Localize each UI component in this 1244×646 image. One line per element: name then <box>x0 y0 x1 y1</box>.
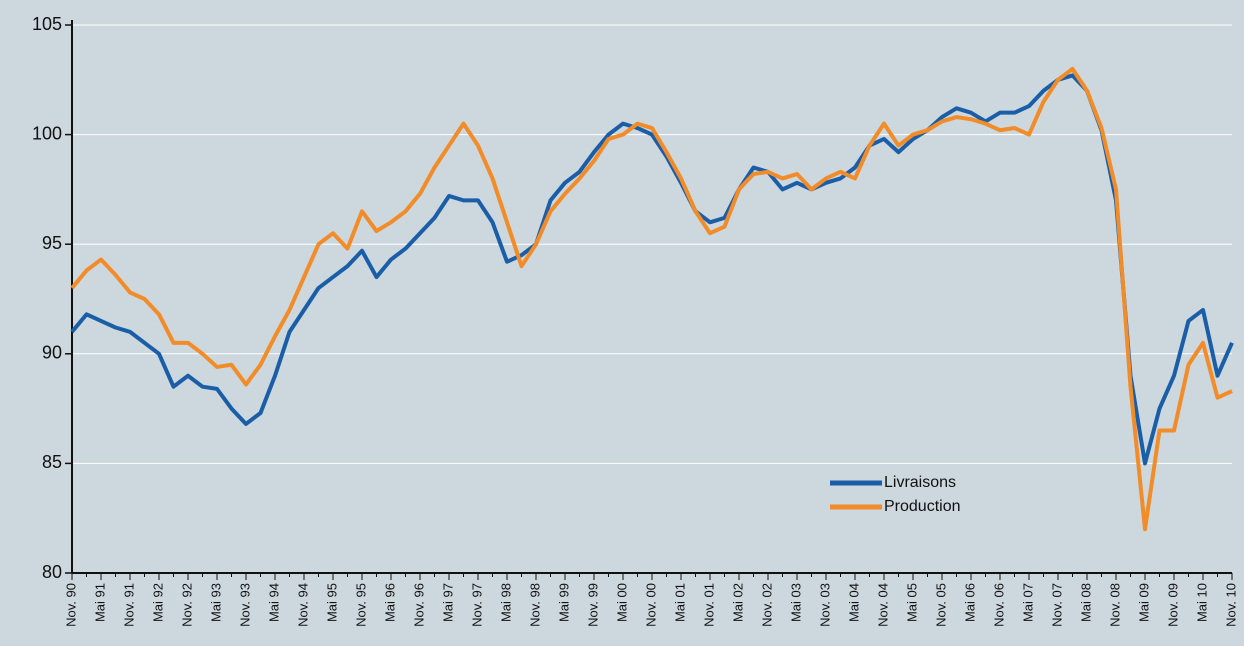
x-tick-label: Mai 08 <box>1078 583 1093 622</box>
y-tick-label: 80 <box>42 562 62 582</box>
x-tick-label: Nov. 95 <box>353 583 368 627</box>
x-tick-label: Nov. 06 <box>991 583 1006 627</box>
x-tick-label: Mai 01 <box>672 583 687 622</box>
x-tick-label: Nov. 09 <box>1165 583 1180 627</box>
y-tick-label: 85 <box>42 452 62 472</box>
y-tick-label: 95 <box>42 233 62 253</box>
x-tick-label: Nov. 10 <box>1223 583 1238 627</box>
x-tick-label: Mai 05 <box>904 583 919 622</box>
x-tick-label: Mai 97 <box>440 583 455 622</box>
x-tick-label: Mai 00 <box>614 583 629 622</box>
x-tick-label: Nov. 08 <box>1107 583 1122 627</box>
x-tick-label: Nov. 97 <box>469 583 484 627</box>
data-line <box>70 73 1234 466</box>
legend-label: Production <box>884 498 961 515</box>
x-tick-label: Mai 95 <box>324 583 339 622</box>
x-tick-label: Nov. 03 <box>817 583 832 627</box>
x-tick-label: Mai 09 <box>1136 583 1151 622</box>
x-tick-label: Nov. 92 <box>179 583 194 627</box>
x-tick-label: Nov. 93 <box>237 583 252 627</box>
x-tick-label: Nov. 00 <box>643 583 658 627</box>
y-tick-label: 100 <box>32 123 62 143</box>
x-tick-label: Mai 98 <box>498 583 513 622</box>
x-tick-label: Mai 93 <box>208 583 223 622</box>
x-tick-label: Nov. 94 <box>295 583 310 627</box>
x-tick-label: Nov. 99 <box>585 583 600 627</box>
x-tick-label: Mai 06 <box>962 583 977 622</box>
legend-label: Livraisons <box>884 474 956 491</box>
x-tick-label: Mai 02 <box>730 583 745 622</box>
x-tick-label: Nov. 04 <box>875 583 890 627</box>
x-tick-label: Mai 96 <box>382 583 397 622</box>
x-tick-label: Nov. 07 <box>1049 583 1064 627</box>
x-tick-label: Nov. 90 <box>63 583 78 627</box>
y-tick-label: 105 <box>32 14 62 34</box>
x-tick-label: Nov. 98 <box>527 583 542 627</box>
x-tick-label: Mai 03 <box>788 583 803 622</box>
x-tick-label: Mai 07 <box>1020 583 1035 622</box>
x-tick-label: Nov. 02 <box>759 583 774 627</box>
x-tick-label: Nov. 96 <box>411 583 426 627</box>
x-tick-label: Mai 99 <box>556 583 571 622</box>
x-tick-label: Nov. 05 <box>933 583 948 627</box>
x-tick-label: Mai 94 <box>266 583 281 622</box>
x-tick-label: Mai 04 <box>846 583 861 622</box>
x-tick-label: Mai 10 <box>1194 583 1209 622</box>
x-tick-label: Mai 91 <box>92 583 107 622</box>
y-tick-label: 90 <box>42 343 62 363</box>
x-tick-label: Mai 92 <box>150 583 165 622</box>
x-tick-label: Nov. 91 <box>121 583 136 627</box>
data-line <box>70 66 1233 532</box>
x-tick-label: Nov. 01 <box>701 583 716 627</box>
